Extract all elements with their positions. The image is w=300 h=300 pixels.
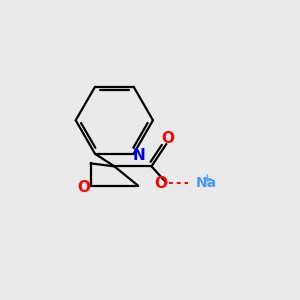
Text: O: O [77,180,91,195]
Text: +: + [202,172,212,185]
Text: Na: Na [196,176,217,190]
Text: O: O [154,176,167,191]
Text: N: N [133,148,146,163]
Text: O: O [161,131,174,146]
